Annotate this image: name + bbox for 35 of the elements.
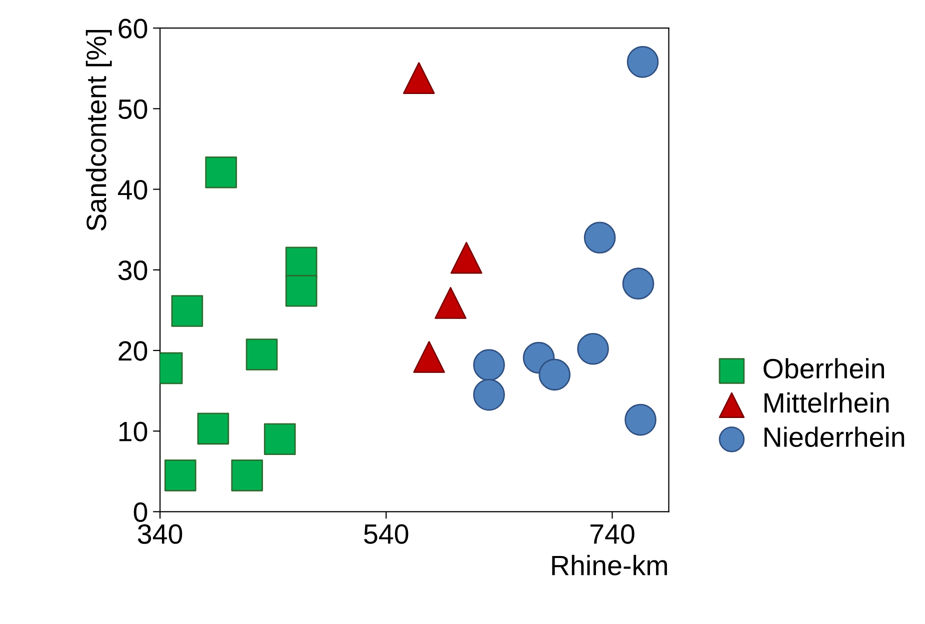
y-tick-label: 30 bbox=[118, 260, 148, 280]
x-tick-label: 540 bbox=[364, 524, 408, 544]
point bbox=[434, 287, 466, 319]
x-tick-label: 340 bbox=[138, 524, 182, 544]
point bbox=[164, 460, 196, 492]
y-tick-label: 50 bbox=[118, 99, 148, 120]
x-tick-label: 740 bbox=[590, 524, 634, 544]
point bbox=[413, 341, 446, 373]
point bbox=[264, 423, 296, 456]
x-axis-title: Rhine-km bbox=[552, 554, 667, 576]
y-tick-label: 10 bbox=[119, 422, 148, 442]
point bbox=[231, 460, 263, 492]
point bbox=[473, 349, 505, 381]
point bbox=[197, 412, 230, 445]
legend-label: Niederrhein bbox=[764, 426, 904, 447]
legend-label: Oberrhein bbox=[764, 358, 884, 379]
point bbox=[171, 295, 204, 327]
point bbox=[622, 268, 654, 300]
point bbox=[626, 46, 659, 78]
y-tick-label: 20 bbox=[118, 341, 148, 361]
y-axis-title: Sandcontent [%] bbox=[86, 30, 112, 231]
y-tick-label: 60 bbox=[118, 18, 148, 38]
point bbox=[538, 358, 570, 391]
y-tick-label: 40 bbox=[118, 180, 148, 200]
point bbox=[624, 404, 656, 436]
point bbox=[577, 332, 609, 365]
point bbox=[285, 274, 318, 307]
point bbox=[473, 378, 505, 411]
legend-label: Mittelrhein bbox=[764, 392, 889, 413]
point bbox=[246, 338, 278, 370]
point bbox=[450, 242, 482, 274]
point bbox=[584, 222, 616, 254]
point bbox=[205, 156, 237, 188]
y-tick-label: 0 bbox=[134, 502, 148, 522]
point bbox=[403, 62, 435, 94]
